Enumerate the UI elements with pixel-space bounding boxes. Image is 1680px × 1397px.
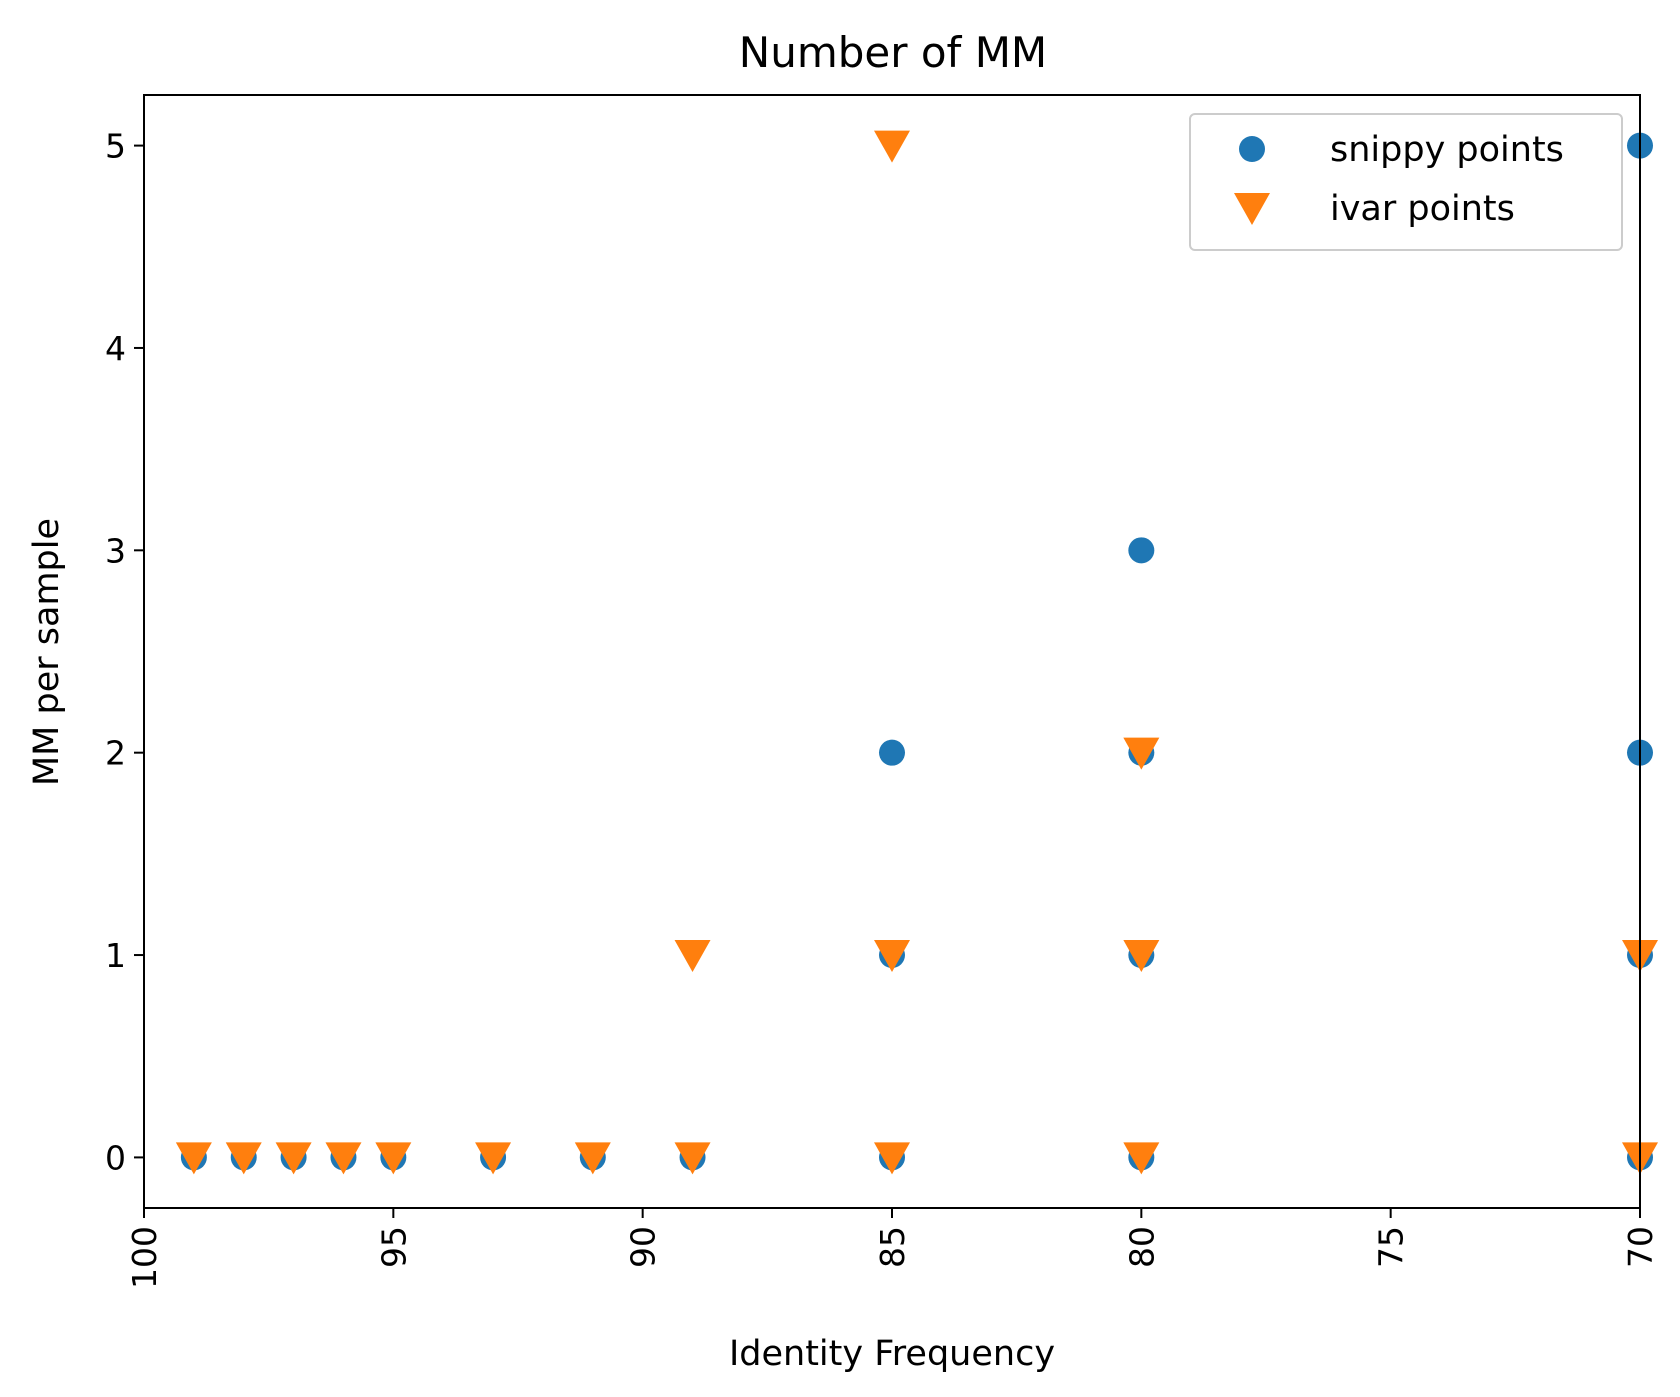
x-axis: 100 95 90 85 80 75 70 — [125, 1208, 1660, 1289]
x-tick-label: 95 — [374, 1226, 413, 1268]
x-tick-label: 85 — [873, 1226, 912, 1268]
data-point — [1123, 737, 1160, 770]
plot-area — [143, 94, 1658, 1209]
data-point — [674, 940, 711, 973]
x-tick-label: 80 — [1122, 1226, 1161, 1268]
y-tick-label: 4 — [105, 329, 126, 368]
data-point — [375, 1142, 412, 1175]
y-axis-label: MM per sample — [27, 518, 67, 786]
data-point — [874, 940, 910, 973]
data-point — [475, 1142, 512, 1175]
y-axis: 0 1 2 3 4 5 — [105, 127, 144, 1177]
chart-title: Number of MM — [739, 28, 1047, 77]
data-point — [874, 130, 910, 163]
legend-label: ivar points — [1330, 189, 1515, 229]
y-tick-label: 0 — [105, 1138, 126, 1177]
data-point — [1128, 537, 1155, 564]
series-ivar-points — [175, 130, 1658, 1175]
legend: snippy points ivar points — [1189, 113, 1623, 251]
y-tick-label: 1 — [105, 936, 126, 975]
data-points — [175, 130, 1658, 1175]
data-point — [874, 1142, 910, 1175]
legend-marker — [1234, 193, 1270, 225]
data-point — [325, 1142, 362, 1175]
data-point — [275, 1142, 312, 1175]
legend-label: snippy points — [1330, 130, 1564, 170]
legend-marker — [1239, 136, 1265, 162]
y-tick-label: 2 — [105, 734, 126, 773]
data-point — [1123, 940, 1160, 973]
data-point — [574, 1142, 611, 1175]
y-tick-label: 3 — [105, 531, 126, 570]
data-point — [175, 1142, 212, 1175]
data-point — [1123, 1142, 1160, 1175]
data-point — [225, 1142, 262, 1175]
legend-box — [1189, 113, 1623, 251]
x-tick-label: 90 — [624, 1226, 663, 1268]
x-axis-label: Identity Frequency — [729, 1334, 1055, 1374]
x-tick-label: 75 — [1372, 1226, 1411, 1268]
x-tick-label: 70 — [1621, 1226, 1660, 1268]
legend-entries: snippy points ivar points — [1234, 130, 1564, 229]
y-tick-label: 5 — [105, 127, 126, 166]
data-point — [674, 1142, 711, 1175]
x-tick-label: 100 — [125, 1226, 164, 1289]
data-point — [879, 739, 905, 766]
